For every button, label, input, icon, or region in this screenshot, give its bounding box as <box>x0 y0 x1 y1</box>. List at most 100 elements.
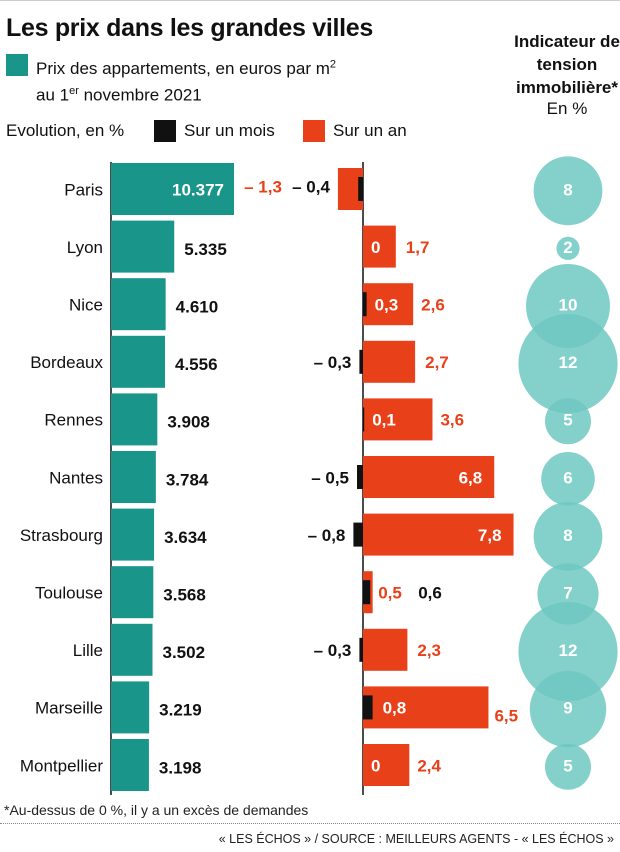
tension-label-toulouse: 7 <box>563 583 572 602</box>
tension-bubble-nantes <box>541 452 595 506</box>
month-label-nice: 0,3 <box>375 295 399 314</box>
month-bar-marseille <box>363 695 373 720</box>
month-label-paris: – 0,4 <box>292 177 330 196</box>
year-label-paris: – 1,3 <box>244 177 282 196</box>
price-legend-line1: Prix des appartements, en euros par m2 <box>36 58 336 78</box>
dotted-separator <box>0 823 620 824</box>
price-label-paris: 10.377 <box>172 180 224 199</box>
tension-bubble-strasbourg <box>533 502 603 571</box>
category-label-nice: Nice <box>69 295 103 314</box>
year-bar-montpellier <box>363 744 410 786</box>
tension-bubble-lyon <box>556 236 580 260</box>
month-bar-paris <box>358 177 363 201</box>
price-label-montpellier: 3.198 <box>159 758 202 777</box>
price-label-nantes: 3.784 <box>166 470 209 489</box>
category-label-rennes: Rennes <box>44 411 103 430</box>
month-label-lyon: 0 <box>371 238 380 257</box>
price-bar-strasbourg <box>111 508 155 561</box>
year-bar-lyon <box>363 225 396 268</box>
year-label-nantes: 6,8 <box>459 468 483 487</box>
year-bar-strasbourg <box>363 513 514 556</box>
price-bar-montpellier <box>111 739 149 791</box>
year-bar-marseille <box>363 686 489 729</box>
year-label-montpellier: 2,4 <box>417 756 441 775</box>
category-label-strasbourg: Strasbourg <box>20 526 103 545</box>
tension-label-strasbourg: 8 <box>563 526 572 545</box>
year-bar-bordeaux <box>363 340 416 383</box>
tension-bubble-marseille <box>529 671 607 748</box>
month-bar-strasbourg <box>353 522 363 547</box>
category-label-marseille: Marseille <box>35 699 103 718</box>
price-label-nice: 4.610 <box>176 297 219 316</box>
category-label-nantes: Nantes <box>49 468 103 487</box>
month-bar-nice <box>363 292 367 317</box>
price-bar-rennes <box>111 393 158 446</box>
month-label-marseille: 0,8 <box>383 699 407 718</box>
month-label-toulouse: 0,6 <box>418 583 442 602</box>
price-bar-lyon <box>111 220 175 273</box>
price-label-rennes: 3.908 <box>167 413 210 432</box>
year-bar-nice <box>363 283 414 326</box>
month-legend-label: Sur un mois <box>184 121 275 140</box>
tension-label-bordeaux: 12 <box>559 353 578 372</box>
category-label-bordeaux: Bordeaux <box>30 353 103 372</box>
price-bar-lille <box>111 623 153 676</box>
price-legend-swatch <box>6 54 28 76</box>
tension-label-rennes: 5 <box>563 411 572 430</box>
tension-bubble-bordeaux <box>518 314 618 414</box>
year-label-lille: 2,3 <box>417 641 441 660</box>
price-bar-marseille <box>111 681 150 734</box>
tension-bubble-paris <box>533 156 603 226</box>
year-label-marseille: 6,5 <box>494 707 518 726</box>
year-label-nice: 2,6 <box>421 295 445 314</box>
month-label-strasbourg: – 0,8 <box>308 526 346 545</box>
month-label-montpellier: 0 <box>371 756 380 775</box>
year-label-lyon: 1,7 <box>406 238 430 257</box>
price-bar-bordeaux <box>111 335 166 388</box>
category-label-lyon: Lyon <box>67 238 103 257</box>
tension-bubble-lille <box>518 602 618 702</box>
month-label-nantes: – 0,5 <box>311 468 349 487</box>
footnote: *Au-dessus de 0 %, il y a un excès de de… <box>4 802 309 818</box>
month-bar-rennes <box>363 407 365 432</box>
price-label-lyon: 5.335 <box>184 240 227 259</box>
chart-title: Les prix dans les grandes villes <box>6 14 373 42</box>
price-label-bordeaux: 4.556 <box>175 355 218 374</box>
year-bar-rennes <box>363 398 433 441</box>
tension-label-montpellier: 5 <box>563 756 572 775</box>
year-label-bordeaux: 2,7 <box>425 353 449 372</box>
price-label-toulouse: 3.568 <box>163 585 206 604</box>
price-bar-paris <box>111 163 234 215</box>
indicator-unit: En % <box>546 99 588 118</box>
tension-label-lyon: 2 <box>563 238 572 257</box>
indicator-title: Indicateur de tension immobilière* <box>514 32 620 97</box>
category-label-toulouse: Toulouse <box>35 583 103 602</box>
tension-label-nantes: 6 <box>563 468 572 487</box>
tension-label-nice: 10 <box>559 295 578 314</box>
category-label-lille: Lille <box>73 641 103 660</box>
month-label-bordeaux: – 0,3 <box>314 353 352 372</box>
price-label-strasbourg: 3.634 <box>164 528 207 547</box>
price-legend-text: Prix des appartements, en euros par m2 a… <box>36 53 416 106</box>
tension-label-paris: 8 <box>563 180 572 199</box>
year-bar-nantes <box>363 456 495 498</box>
price-label-marseille: 3.219 <box>159 701 202 720</box>
month-bar-nantes <box>357 465 363 489</box>
year-legend-label: Sur un an <box>333 121 407 140</box>
price-bar-nantes <box>111 451 156 503</box>
year-label-toulouse: 0,5 <box>378 583 402 602</box>
year-legend-swatch <box>303 120 325 142</box>
top-rule <box>0 0 620 1</box>
month-legend-swatch <box>154 120 176 142</box>
price-legend-line2: au 1er novembre 2021 <box>36 84 202 105</box>
category-label-paris: Paris <box>64 180 103 199</box>
source-credit: « LES ÉCHOS » / SOURCE : MEILLEURS AGENT… <box>218 832 614 846</box>
category-label-montpellier: Montpellier <box>20 756 103 775</box>
price-bar-toulouse <box>111 566 154 619</box>
month-label-rennes: 0,1 <box>372 411 396 430</box>
year-bar-lille <box>363 628 408 671</box>
tension-bubble-rennes <box>545 398 591 445</box>
price-label-lille: 3.502 <box>163 643 206 662</box>
year-label-rennes: 3,6 <box>440 411 464 430</box>
